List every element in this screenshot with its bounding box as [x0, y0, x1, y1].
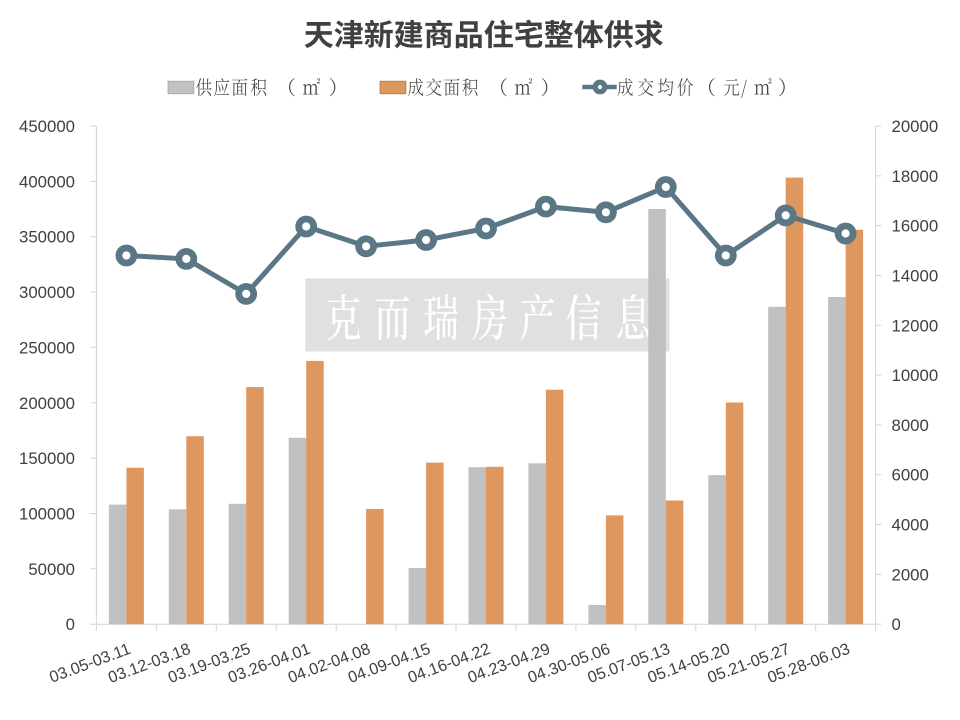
svg-text:12000: 12000: [892, 316, 939, 335]
svg-text:450000: 450000: [19, 117, 75, 136]
svg-text:200000: 200000: [19, 394, 75, 413]
svg-text:2000: 2000: [892, 565, 929, 584]
svg-text:0: 0: [66, 615, 75, 634]
svg-text:300000: 300000: [19, 283, 75, 302]
svg-text:20000: 20000: [892, 117, 939, 136]
svg-text:400000: 400000: [19, 172, 75, 191]
svg-text:14000: 14000: [892, 267, 939, 286]
svg-text:350000: 350000: [19, 228, 75, 247]
svg-text:4000: 4000: [892, 516, 929, 535]
svg-text:10000: 10000: [892, 366, 939, 385]
svg-text:100000: 100000: [19, 505, 75, 524]
svg-text:18000: 18000: [892, 167, 939, 186]
svg-text:8000: 8000: [892, 416, 929, 435]
svg-text:0: 0: [892, 615, 901, 634]
svg-text:16000: 16000: [892, 217, 939, 236]
svg-text:250000: 250000: [19, 338, 75, 357]
svg-text:150000: 150000: [19, 449, 75, 468]
svg-text:6000: 6000: [892, 466, 929, 485]
svg-text:50000: 50000: [28, 560, 75, 579]
